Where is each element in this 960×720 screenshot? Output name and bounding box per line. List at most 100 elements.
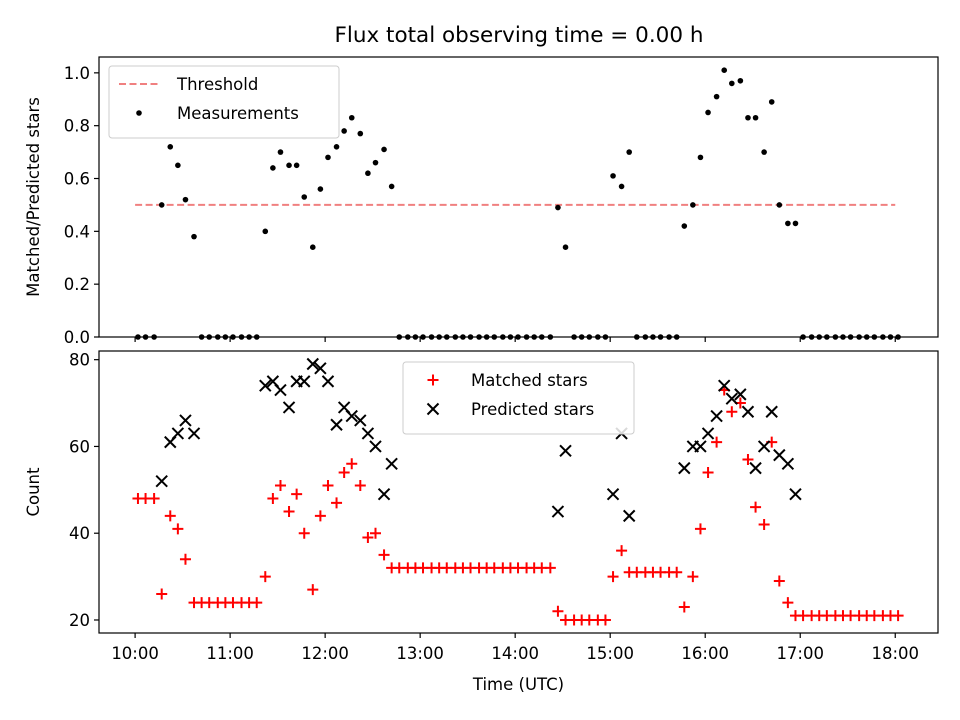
data-point [291,488,303,500]
y-tick-label: 0.4 [64,222,90,241]
data-point [785,220,791,227]
data-point [330,418,343,431]
data-point [338,466,350,478]
data-point [354,479,366,491]
data-point [317,186,324,192]
data-point [734,388,747,401]
x-tick-label: 11:00 [206,644,254,663]
data-point [259,571,271,583]
data-point [555,204,561,211]
legend-label: Predicted stars [471,400,594,419]
series-matched-stars [132,384,904,626]
data-point [678,461,691,475]
data-point [322,479,334,491]
data-point [175,162,181,169]
data-point [167,144,174,150]
data-point [626,149,632,155]
data-point [306,357,319,371]
data-point [362,532,374,544]
data-point [599,614,611,626]
data-point [191,233,197,240]
data-point [750,501,762,513]
data-point [182,196,189,203]
data-point [346,458,358,470]
chart-title: Flux total observing time = 0.00 h [335,23,704,48]
data-point [369,527,381,539]
data-point [701,427,715,440]
data-point [251,597,263,609]
data-point [333,144,340,150]
data-point [262,228,269,235]
axes-frame [98,350,939,634]
data-point [765,405,778,418]
data-point [892,610,904,622]
x-tick-label: 14:00 [491,644,539,663]
data-point [274,479,286,491]
data-point [616,545,628,557]
legend-marker [136,110,142,116]
data-point [171,427,185,440]
y-tick-label: 0.2 [64,275,90,294]
data-point [156,588,168,600]
data-point [781,457,795,471]
data-point [741,405,755,418]
series-predicted-stars [155,357,802,523]
data-point [761,149,767,155]
data-point [776,202,783,208]
data-point [737,77,744,84]
data-point [361,427,375,440]
data-point [298,527,310,539]
data-point [348,114,355,121]
data-point [544,562,556,574]
plot-layer: 0.0 0.2 0.4 0.6 0.8 1.0 Matched/Predicted star… [24,56,939,694]
y-tick-label: 80 [69,351,90,370]
data-point [282,401,296,414]
x-tick-label: 15:00 [586,644,634,663]
y-tick-label: 20 [69,611,90,630]
x-tick-label: 18:00 [871,644,919,663]
data-point [270,165,276,171]
data-point [792,220,799,227]
data-point [301,194,308,200]
panel-2: 10:00 11:00 12:00 13:00 14:00 15:00 16:00 17:00… [24,350,939,694]
data-point [721,67,728,74]
legend-marker [427,374,439,386]
data-point [607,571,619,583]
x-tick-label: 16:00 [681,644,729,663]
data-point [293,162,300,169]
data-point [325,154,331,161]
y-tick-label: 60 [69,437,90,456]
data-point [172,523,184,535]
data-point [341,128,347,134]
data-point [697,154,704,161]
data-point [372,159,379,166]
data-point [622,509,636,523]
legend-label: Measurements [177,104,299,123]
data-point [314,362,327,375]
data-point [377,487,391,501]
legend-marker [426,402,440,416]
legend: Threshold Measurements [108,65,340,139]
data-point [365,170,371,177]
data-point [562,244,569,250]
data-point [286,162,292,169]
data-point [381,146,387,153]
data-point [711,436,723,448]
data-point [354,414,367,427]
data-point [618,183,625,190]
panel-1: 0.0 0.2 0.4 0.6 0.8 1.0 Matched/Predicted star… [24,56,939,347]
data-point [357,130,364,137]
data-point [309,244,316,250]
x-tick-label: 17:00 [776,644,824,663]
x-tick-label: 10:00 [111,644,159,663]
y-axis-label: Count [24,467,43,517]
data-point [752,114,759,121]
data-point [687,571,699,583]
data-point [179,414,192,427]
data-point [551,505,565,518]
legend-label: Threshold [176,75,258,94]
y-axis-label: Matched/Predicted stars [24,97,43,297]
axes-frame [98,56,939,338]
y-tick-label: 0.0 [64,328,90,347]
data-point [552,605,564,617]
